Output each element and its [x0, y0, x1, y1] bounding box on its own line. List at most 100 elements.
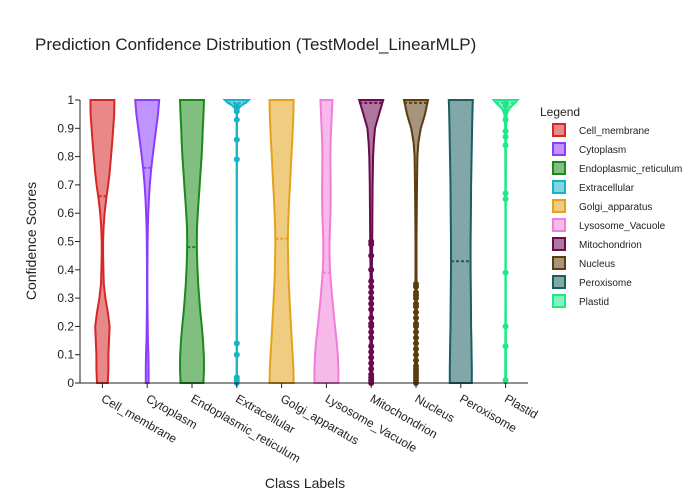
outlier-point: [413, 300, 419, 307]
outlier-point: [413, 351, 419, 358]
y-tick-label: 0.9: [57, 121, 74, 135]
chart-title: Prediction Confidence Distribution (Test…: [35, 35, 476, 54]
outlier-point: [233, 156, 240, 163]
outlier-point: [413, 320, 419, 327]
legend-swatch: [552, 294, 566, 308]
y-axis: 0 0.1 0.2 0.3 0.4 0.5 0.6 0.7 0.8 0.9 1: [57, 93, 81, 390]
outlier-point: [502, 190, 509, 197]
outlier-point: [368, 360, 375, 367]
y-tick-label: 0.6: [57, 206, 74, 220]
violin-plastid: [491, 99, 520, 384]
outlier-point: [368, 289, 375, 296]
outlier-point: [368, 252, 375, 259]
outlier-point: [368, 295, 375, 302]
violin-nucleus: [402, 99, 430, 386]
outlier-point: [368, 300, 375, 307]
legend-entry: Lysosome_Vacuole: [579, 221, 666, 232]
legend-entry: Cell_membrane: [579, 126, 650, 137]
y-tick-label: 0.3: [57, 291, 74, 305]
legend-title: Legend: [540, 105, 580, 119]
outlier-point: [368, 278, 375, 285]
violin-mitochondrion: [357, 99, 385, 386]
x-axis: Cell_membraneCytoplasmEndoplasmic_reticu…: [80, 382, 540, 466]
legend-swatch: [552, 275, 566, 289]
outlier-point: [413, 346, 419, 353]
outlier-point: [233, 136, 240, 143]
legend-swatch: [552, 199, 566, 213]
y-tick-label: 0: [67, 376, 74, 390]
violin-cytoplasm: [134, 99, 161, 384]
outlier-point: [413, 334, 419, 341]
outlier-point: [413, 309, 419, 316]
outlier-point: [233, 351, 240, 358]
outlier-point: [233, 374, 240, 381]
outlier-point: [368, 354, 375, 361]
outlier-point: [413, 289, 419, 296]
outlier-point: [368, 329, 375, 336]
violin-shape: [134, 99, 161, 384]
legend-entry: Peroxisome: [579, 278, 632, 289]
violin-endoplasmic-reticulum: [178, 99, 206, 384]
outlier-point: [502, 269, 509, 276]
violin-shape: [89, 99, 116, 384]
outlier-point: [368, 314, 375, 321]
outlier-point: [502, 99, 509, 106]
outlier-point: [502, 142, 509, 149]
violin-shape: [178, 99, 206, 384]
outlier-point: [368, 348, 375, 355]
outlier-point: [413, 357, 419, 364]
outlier-point: [368, 283, 375, 290]
legend-swatch: [552, 256, 566, 270]
outlier-point: [413, 314, 419, 321]
violin-golgi-apparatus: [268, 99, 295, 384]
outlier-point: [368, 343, 375, 350]
outlier-point: [413, 280, 419, 287]
outlier-point: [502, 343, 509, 350]
y-tick-label: 0.5: [57, 235, 74, 249]
outlier-point: [502, 196, 509, 203]
y-tick-label: 0.2: [57, 319, 74, 333]
legend: Legend Cell_membrane Cytoplasm Endoplasmic…: [540, 105, 682, 308]
violin-shape: [402, 99, 430, 384]
outlier-point: [368, 320, 375, 327]
x-tick-label: Cell_membrane: [99, 391, 180, 446]
y-tick-label: 0.8: [57, 150, 74, 164]
outlier-point: [368, 266, 375, 273]
plot-area: [89, 99, 520, 386]
outlier-point: [502, 133, 509, 140]
outlier-point: [368, 334, 375, 341]
legend-swatch: [552, 142, 566, 156]
legend-entry: Nucleus: [579, 259, 615, 270]
outlier-point: [502, 116, 509, 123]
outlier-point: [502, 323, 509, 330]
violin-shape: [313, 99, 340, 384]
legend-swatch: [552, 218, 566, 232]
outlier-point: [502, 128, 509, 135]
y-tick-label: 1: [67, 93, 74, 107]
legend-entry: Extracellular: [579, 183, 635, 194]
violin-extracellular: [222, 99, 252, 386]
legend-swatch: [552, 237, 566, 251]
x-axis-title: Class Labels: [265, 475, 345, 491]
violin-peroxisome: [447, 99, 474, 384]
legend-entry: Plastid: [579, 297, 609, 308]
legend-swatch: [552, 123, 566, 137]
violin-shape: [268, 99, 295, 384]
legend-entry: Mitochondrion: [579, 240, 642, 251]
outlier-point: [502, 108, 509, 115]
y-tick-label: 0.4: [57, 263, 74, 277]
outlier-point: [502, 377, 509, 384]
y-tick-label: 0.1: [57, 348, 74, 362]
outlier-point: [233, 116, 240, 123]
violin-cell-membrane: [89, 99, 116, 384]
legend-entry: Golgi_apparatus: [579, 202, 652, 213]
outlier-point: [413, 340, 419, 347]
outlier-point: [368, 306, 375, 313]
outlier-point: [368, 365, 375, 372]
outlier-point: [368, 371, 375, 378]
violin-shape: [447, 99, 474, 384]
y-axis-title: Confidence Scores: [23, 182, 39, 300]
outlier-point: [233, 340, 240, 347]
legend-swatch: [552, 180, 566, 194]
